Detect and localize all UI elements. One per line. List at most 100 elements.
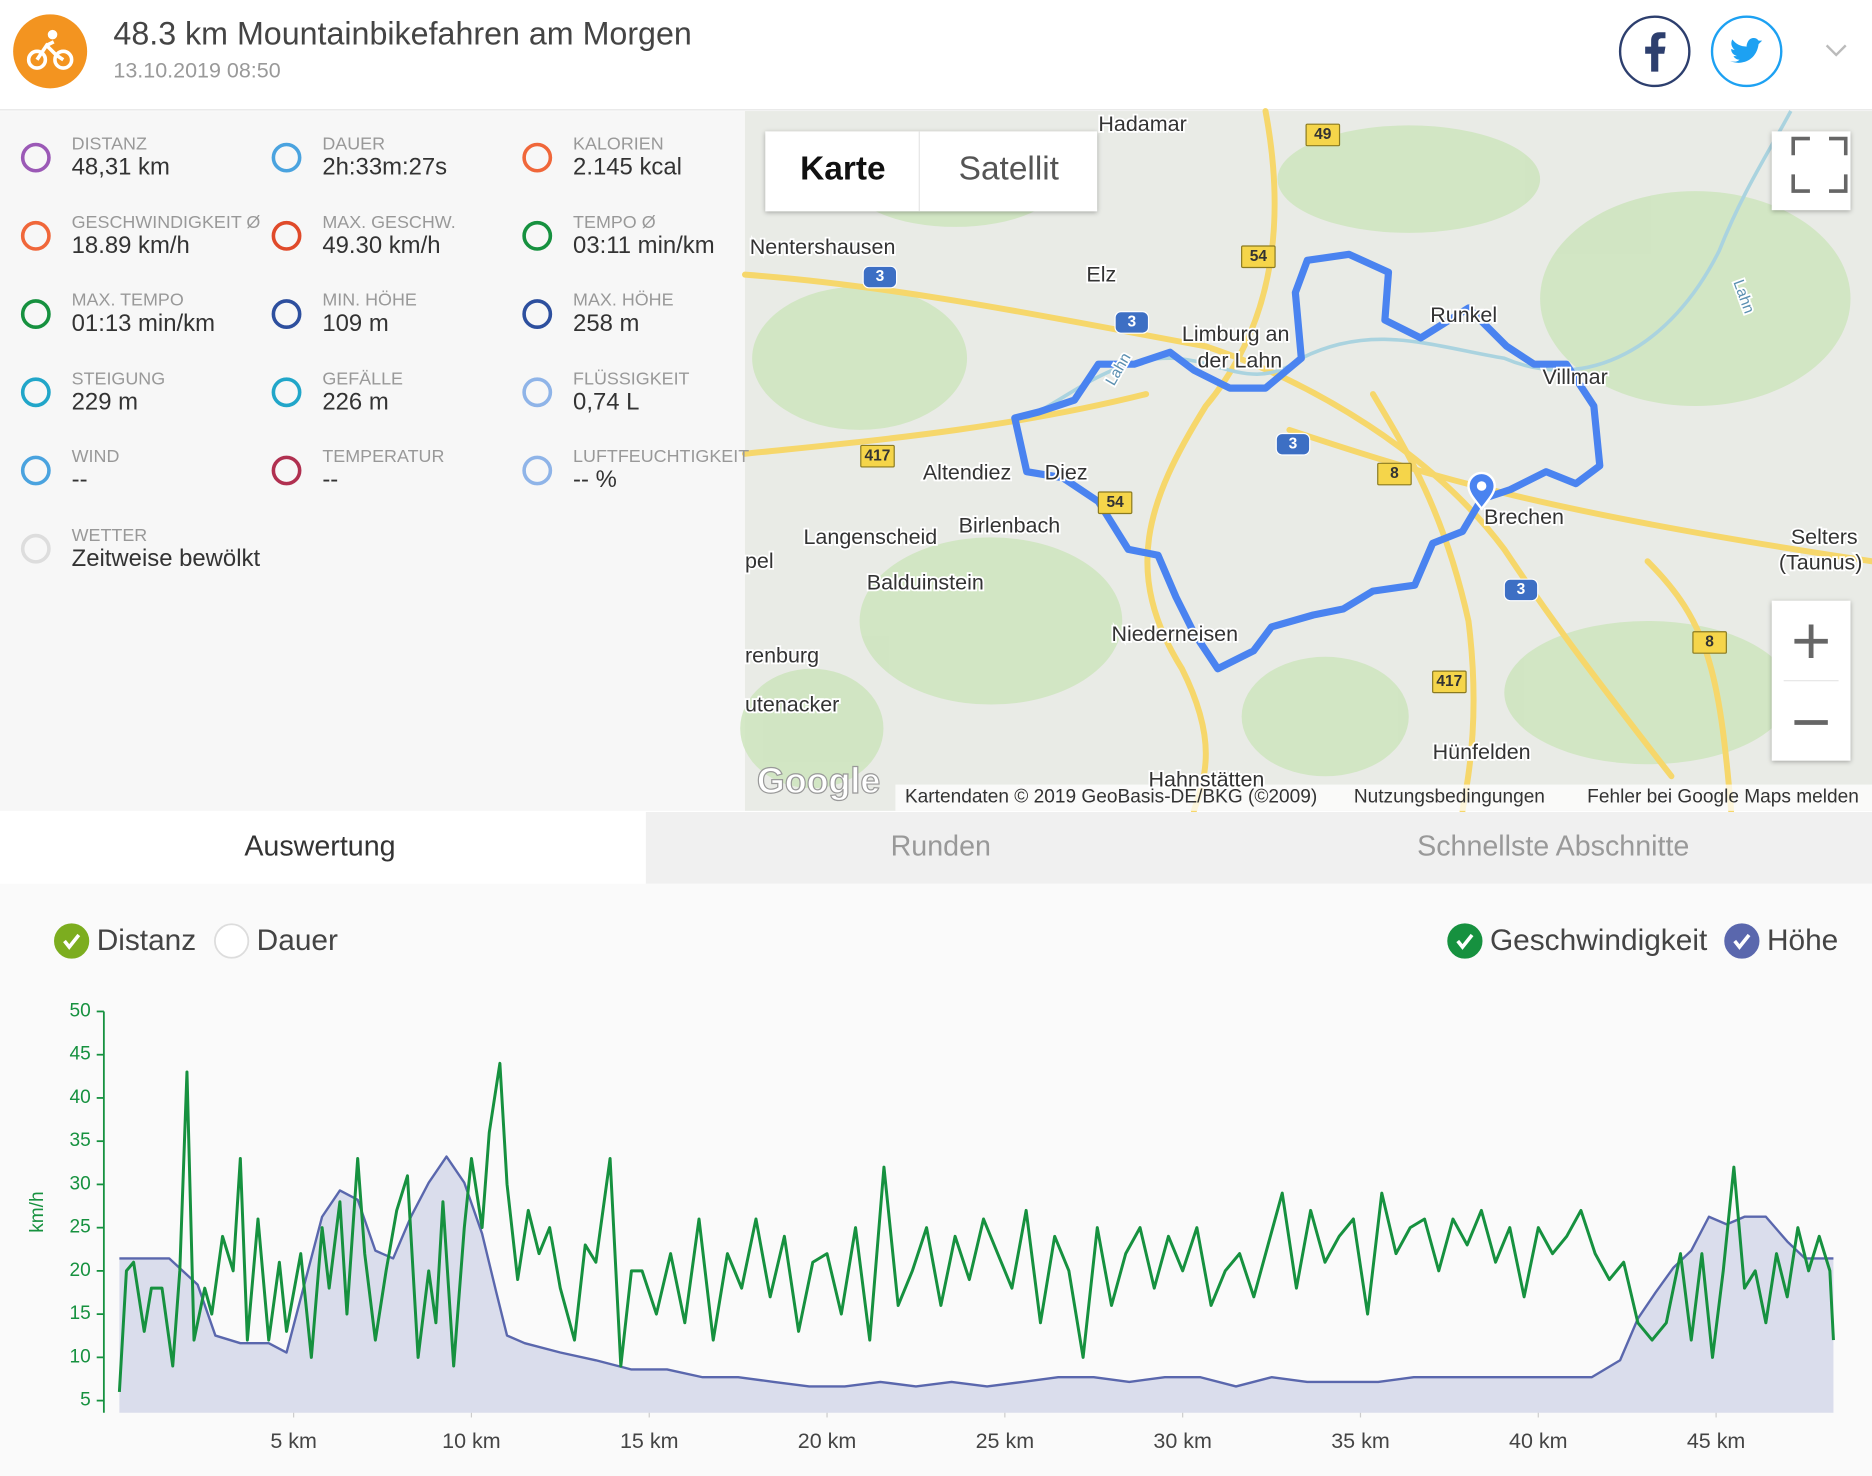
road-sign-label: 3 xyxy=(1127,314,1136,331)
stat-label: MAX. TEMPO xyxy=(71,290,184,311)
y-tick-label: 25 xyxy=(69,1217,90,1238)
stat-value: 2h:33m:27s xyxy=(322,154,448,181)
map-place-label: Altendiez xyxy=(923,461,1011,485)
x-tick-label: 25 km xyxy=(976,1429,1035,1453)
stat-icon xyxy=(20,299,51,329)
stat-label: DAUER xyxy=(322,133,386,155)
tab[interactable]: Schnellste Abschnitte xyxy=(1417,830,1689,862)
stat-value: 03:11 min/km xyxy=(573,232,715,259)
map-place-label: Birlenbach xyxy=(959,513,1061,537)
stat-value: 48,31 km xyxy=(71,154,170,181)
toggle[interactable]: Geschwindigkeit xyxy=(1447,923,1708,959)
y-axis-label: km/h xyxy=(27,1191,48,1232)
expand-chevron[interactable] xyxy=(1825,44,1847,57)
stat-label: STEIGUNG xyxy=(71,368,166,389)
road-sign xyxy=(1377,462,1412,486)
tab-inactive-bg xyxy=(645,812,1872,884)
stat-value: 258 m xyxy=(573,310,640,337)
stat-icon xyxy=(522,377,553,408)
stat-value: 0,74 L xyxy=(573,388,640,415)
y-tick-label: 10 xyxy=(69,1346,90,1367)
stat-icon xyxy=(271,142,302,173)
road-sign-label: 3 xyxy=(1517,581,1526,598)
map-place-label: der Lahn xyxy=(1197,349,1282,373)
stat-icon xyxy=(271,299,302,329)
road-sign xyxy=(1275,432,1311,456)
map-place-label: Villmar xyxy=(1542,365,1607,389)
x-tick-label: 45 km xyxy=(1687,1429,1746,1453)
road-sign-label: 8 xyxy=(1705,634,1714,651)
stat-value: -- xyxy=(322,466,339,494)
tab[interactable]: Runden xyxy=(891,830,991,862)
map-place-label: pel xyxy=(745,549,774,573)
toggle[interactable]: Höhe xyxy=(1724,923,1838,959)
road-sign xyxy=(1432,670,1467,694)
stat-icon xyxy=(271,455,302,486)
toggle-check xyxy=(63,933,81,950)
tab-active-bg xyxy=(0,812,646,884)
road-sign xyxy=(860,444,895,468)
stat-value: 229 m xyxy=(71,388,139,415)
toggle[interactable]: Dauer xyxy=(214,923,338,959)
road-sign xyxy=(1241,245,1276,269)
stat-icon xyxy=(271,377,302,408)
elevation-line xyxy=(119,1155,1834,1388)
activity-datetime: 13.10.2019 08:50 xyxy=(113,58,280,82)
stat-value: -- % xyxy=(573,466,617,494)
tab[interactable]: Auswertung xyxy=(244,830,395,862)
stat-label: MAX. HÖHE xyxy=(573,290,674,311)
speed-line xyxy=(117,1061,1835,1393)
toggle-circle xyxy=(1447,923,1483,959)
stat-label: KALORIEN xyxy=(573,133,664,155)
map[interactable]: Hadamar Nentershausen Elz Limburg an der Lah… xyxy=(740,108,1872,814)
road-sign xyxy=(1305,123,1341,147)
map-type-button[interactable]: Karte xyxy=(800,151,885,188)
map-place-label: Langenscheid xyxy=(803,525,937,549)
y-tick-label: 30 xyxy=(69,1173,90,1194)
y-tick-label: 50 xyxy=(69,1001,90,1022)
stat-label: MAX. GESCHW. xyxy=(322,211,456,233)
stat-label: DISTANZ xyxy=(71,133,147,155)
stat-icon xyxy=(522,142,553,173)
stat-icon xyxy=(20,455,51,486)
stat-label: GEFÄLLE xyxy=(322,368,403,389)
stat-icon xyxy=(522,299,553,329)
road-sign-label: 49 xyxy=(1314,126,1332,143)
stat-value: 2.145 kcal xyxy=(573,154,682,181)
x-tick-label: 5 km xyxy=(270,1429,317,1453)
map-type-button[interactable]: Satellit xyxy=(959,151,1060,188)
map-place-label: Hahnstätten xyxy=(1149,768,1265,792)
map-place-label: Niederneisen xyxy=(1112,622,1239,646)
y-tick-label: 40 xyxy=(69,1087,90,1108)
stat-value: 109 m xyxy=(322,310,389,337)
road-sign-label: 54 xyxy=(1250,248,1268,265)
road-sign xyxy=(862,265,898,289)
road-sign-label: 417 xyxy=(865,447,891,464)
twitter-button[interactable] xyxy=(1710,15,1783,88)
facebook-button[interactable] xyxy=(1618,15,1691,88)
map-attribution[interactable]: Nutzungsbedingungen xyxy=(1354,787,1545,808)
toggle-label: Höhe xyxy=(1767,924,1838,957)
y-tick-label: 45 xyxy=(69,1044,90,1065)
toggle[interactable]: Distanz xyxy=(54,923,196,959)
stat-icon xyxy=(20,220,51,251)
map-place-label: Hünfelden xyxy=(1433,740,1531,764)
y-tick-label: 5 xyxy=(80,1390,91,1411)
x-tick-label: 10 km xyxy=(442,1429,501,1453)
road-sign-label: 3 xyxy=(1289,435,1298,452)
road-sign-label: 8 xyxy=(1390,465,1399,482)
stat-icon xyxy=(522,220,553,251)
map-place-label: (Taunus) xyxy=(1779,550,1863,574)
road-sign xyxy=(1692,631,1727,654)
elevation-area xyxy=(119,1156,1834,1413)
x-tick-label: 20 km xyxy=(798,1429,857,1453)
map-place-label: Nentershausen xyxy=(750,235,896,259)
toggle-label: Geschwindigkeit xyxy=(1490,924,1708,957)
x-tick-label: 30 km xyxy=(1153,1429,1212,1453)
road-sign xyxy=(1503,578,1539,602)
x-tick-label: 35 km xyxy=(1331,1429,1390,1453)
stats-bg xyxy=(0,111,745,811)
y-tick-label: 35 xyxy=(69,1130,90,1151)
map-attribution[interactable]: Fehler bei Google Maps melden xyxy=(1587,787,1859,808)
